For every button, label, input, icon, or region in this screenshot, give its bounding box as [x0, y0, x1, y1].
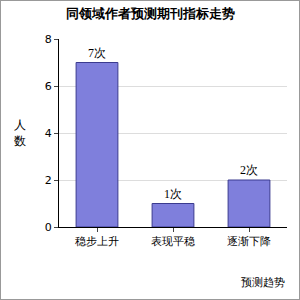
- svg-text:预测趋势: 预测趋势: [241, 276, 285, 289]
- svg-text:稳步上升: 稳步上升: [75, 235, 119, 248]
- svg-text:8: 8: [45, 33, 52, 46]
- svg-text:4: 4: [45, 127, 52, 140]
- svg-text:表现平稳: 表现平稳: [151, 235, 195, 248]
- svg-text:同领域作者预测期刊指标走势: 同领域作者预测期刊指标走势: [66, 6, 235, 21]
- svg-text:1次: 1次: [164, 187, 182, 201]
- svg-text:逐渐下降: 逐渐下降: [227, 235, 271, 248]
- svg-text:7次: 7次: [88, 46, 106, 60]
- svg-text:2次: 2次: [240, 163, 258, 177]
- svg-text:人数: 人数: [14, 118, 26, 148]
- svg-text:0: 0: [45, 221, 52, 234]
- svg-text:2: 2: [45, 174, 52, 187]
- svg-text:6: 6: [45, 80, 52, 93]
